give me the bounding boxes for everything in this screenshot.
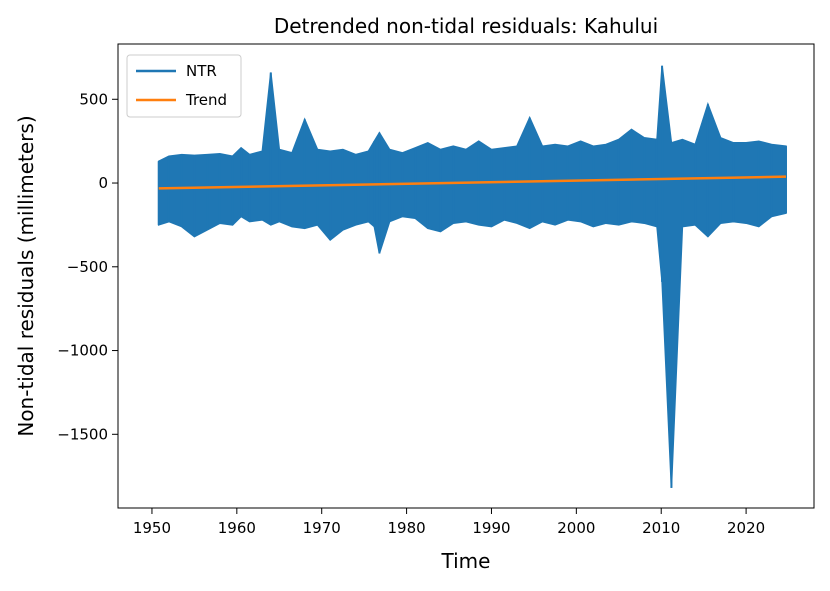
- legend: NTR Trend: [126, 54, 242, 118]
- x-tick-label: 1980: [387, 519, 425, 537]
- x-tick-label: 1970: [303, 519, 341, 537]
- y-tick-label: 0: [98, 174, 108, 192]
- plot-area: [117, 43, 815, 509]
- trend-line: [158, 175, 787, 190]
- chart-title: Detrended non-tidal residuals: Kahului: [274, 14, 658, 38]
- x-tick-label: 1990: [472, 519, 510, 537]
- plot-background: [118, 44, 814, 508]
- y-tick-label: −1500: [57, 425, 108, 443]
- legend-label-ntr: NTR: [186, 62, 217, 80]
- x-axis-ticks: 1950 1960 1970 1980 1990 2000 2010 2020: [133, 508, 765, 537]
- series-layer: [157, 65, 787, 488]
- y-tick-label: −1000: [57, 342, 108, 360]
- legend-label-trend: Trend: [185, 91, 227, 109]
- x-tick-label: 1950: [133, 519, 171, 537]
- y-axis-label: Non-tidal residuals (millimeters): [14, 115, 38, 436]
- y-axis-ticks: 500 0 −500 −1000 −1500: [57, 90, 118, 443]
- plot-frame: [117, 43, 815, 509]
- y-tick-label: 500: [79, 90, 108, 108]
- x-axis-label: Time: [441, 549, 491, 573]
- x-tick-label: 2010: [642, 519, 680, 537]
- y-tick-label: −500: [67, 258, 108, 276]
- x-tick-label: 2020: [727, 519, 765, 537]
- x-tick-label: 1960: [218, 519, 256, 537]
- x-tick-label: 2000: [557, 519, 595, 537]
